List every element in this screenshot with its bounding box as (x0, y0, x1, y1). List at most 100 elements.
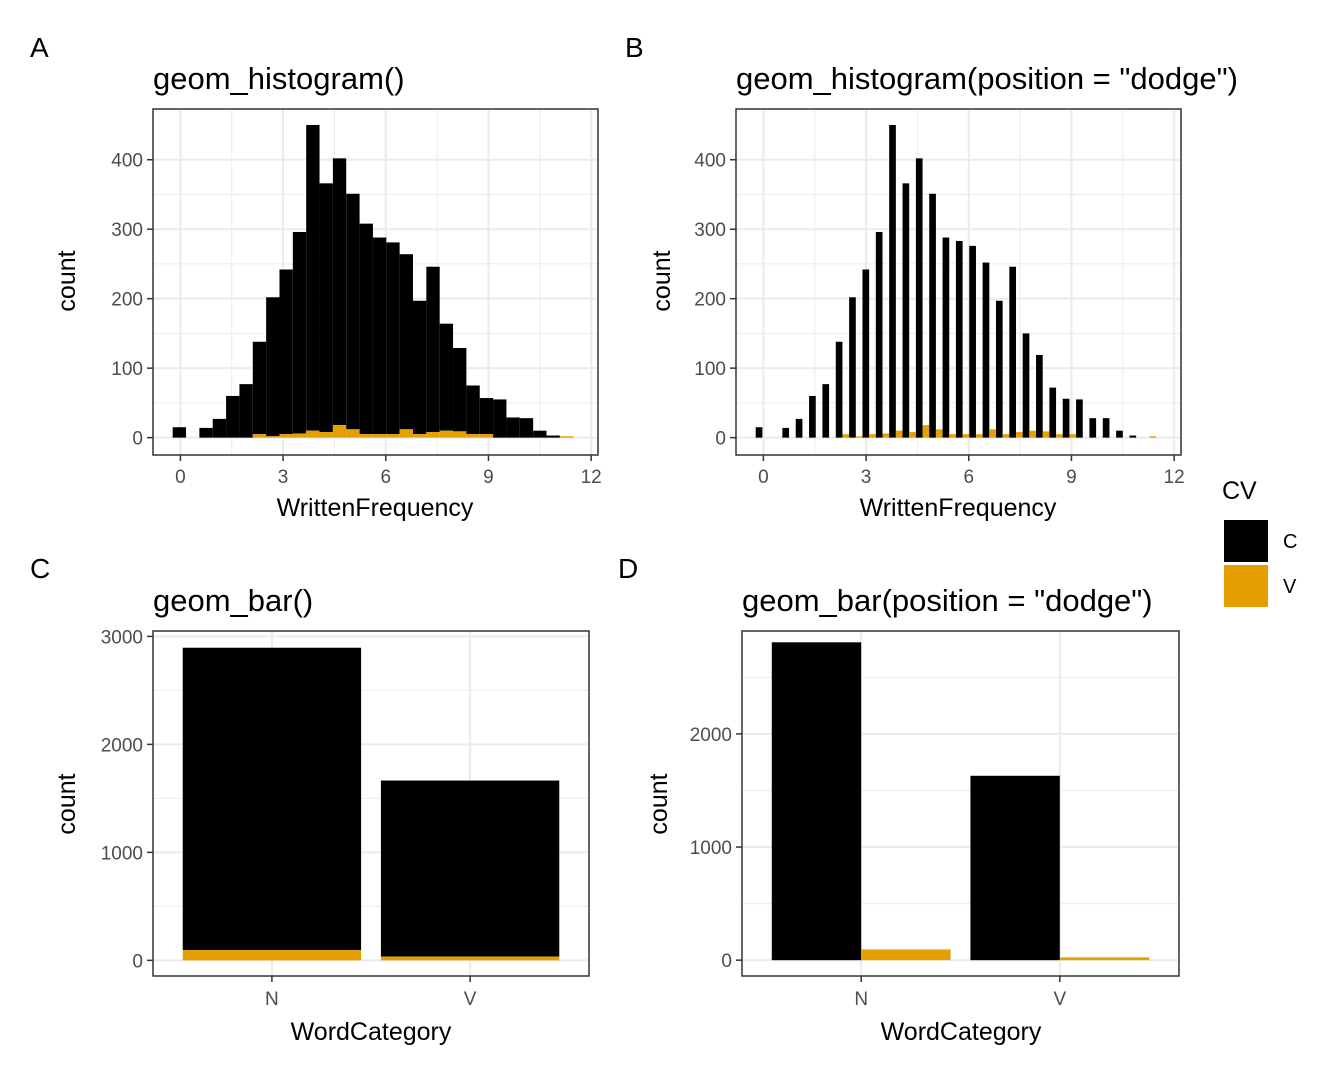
histogram-bar-c (1062, 398, 1070, 438)
histogram-bar-v (1056, 434, 1063, 438)
histogram-bar-c (346, 193, 360, 430)
histogram-bar-c (1129, 435, 1137, 438)
histogram-bar-v (895, 430, 903, 438)
histogram-bar-c (453, 348, 467, 432)
histogram-bar-v (989, 429, 996, 438)
histogram-bar-c (519, 418, 534, 438)
histogram-bar-v (935, 429, 943, 438)
histogram-bar-v (439, 430, 454, 438)
histogram-bar-v (909, 432, 916, 438)
histogram-bar-v (466, 434, 480, 438)
histogram-bar-v (1069, 434, 1077, 438)
histogram-bar-c (795, 418, 803, 438)
histogram-bar-v (453, 431, 467, 438)
legend-title: CV (1222, 477, 1257, 505)
panel-d-x-axis-title: WordCategory (881, 1018, 1042, 1046)
x-tick-label: 0 (758, 467, 769, 488)
histogram-bar-c (359, 223, 373, 435)
x-tick-label: 3 (861, 467, 872, 488)
histogram-bar-c (849, 297, 856, 438)
histogram-bar-c (386, 242, 400, 435)
x-tick-label: 9 (1066, 467, 1077, 488)
histogram-bar-c (875, 231, 883, 438)
histogram-bar-c (1076, 399, 1083, 438)
y-tick-label: 1000 (101, 843, 143, 864)
histogram-bar-v (869, 434, 876, 438)
panel-a-plot-area: 0 3 6 9 12 0 100 200 300 400 (111, 108, 602, 488)
bar-c (182, 647, 362, 951)
histogram-bar-c (426, 266, 440, 433)
panel-b-title: geom_histogram(position = "dodge") (736, 61, 1238, 96)
bar-v (380, 956, 560, 961)
histogram-bar-c (915, 158, 923, 438)
histogram-bar-v (252, 434, 267, 438)
histogram-bar-c (1089, 418, 1097, 438)
histogram-bar-c (212, 418, 227, 438)
y-tick-label: 0 (721, 951, 732, 972)
x-tick-label: 6 (963, 467, 974, 488)
panel-border (735, 108, 1182, 456)
panel-d-title: geom_bar(position = "dodge") (742, 583, 1153, 618)
panel-border (152, 630, 590, 977)
histogram-bar-c (1049, 387, 1057, 438)
x-tick-label: N (854, 989, 868, 1010)
histogram-bar-c (1022, 333, 1030, 438)
histogram-bar-v (882, 433, 890, 438)
panel-c-title: geom_bar() (153, 583, 313, 618)
histogram-bar-c (479, 398, 494, 435)
histogram-bar-v (306, 430, 320, 438)
panel-b-plot-area: 0 3 6 9 12 0 100 200 300 400 (694, 108, 1185, 488)
panel-c-x-axis-title: WordCategory (291, 1018, 452, 1046)
histogram-bar-v (292, 433, 307, 438)
histogram-bar-c (292, 231, 307, 434)
y-tick-label: 400 (694, 151, 726, 172)
panel-c-y-axis-title: count (53, 773, 81, 834)
y-tick-label: 2000 (690, 725, 732, 746)
histogram-bar-v (842, 434, 850, 438)
panel-a-x-axis-title: WrittenFrequency (277, 494, 474, 522)
y-tick-label: 0 (132, 951, 143, 972)
panel-a-title: geom_histogram() (153, 61, 405, 96)
panel-d-y-axis-title: count (645, 773, 673, 834)
x-tick-label: 6 (380, 467, 391, 488)
histogram-bar-v (399, 429, 413, 438)
histogram-bar-c (493, 399, 507, 438)
y-tick-label: 200 (694, 290, 726, 311)
x-tick-label: 12 (1164, 467, 1185, 488)
histogram-bar-c (1009, 266, 1017, 438)
bar-v (861, 949, 951, 961)
legend-label-v: V (1283, 576, 1297, 598)
panel-b-tag: B (625, 32, 644, 63)
legend-key-v (1224, 565, 1268, 607)
panel-b-x-axis-title: WrittenFrequency (860, 494, 1057, 522)
panel-d-tag: D (618, 553, 638, 584)
histogram-bar-v (559, 436, 574, 438)
histogram-bar-c (782, 427, 790, 438)
x-tick-label: 3 (278, 467, 289, 488)
histogram-bar-c (226, 395, 240, 438)
histogram-bar-v (426, 432, 440, 438)
histogram-bar-c (809, 395, 816, 438)
y-tick-label: 200 (111, 290, 143, 311)
x-tick-label: V (464, 989, 477, 1010)
histogram-bar-c (1102, 418, 1110, 438)
histogram-bar-v (266, 436, 280, 438)
histogram-bar-c (969, 245, 976, 438)
x-tick-label: 9 (483, 467, 494, 488)
histogram-bar-c (822, 384, 830, 438)
y-tick-label: 2000 (101, 735, 143, 756)
histogram-bar-v (386, 434, 400, 438)
histogram-bar-v (319, 432, 333, 438)
bar-c (970, 775, 1060, 961)
histogram-bar-c (412, 300, 427, 435)
x-tick-label: N (265, 989, 279, 1010)
histogram-bar-c (319, 183, 333, 433)
legend: CV C V (1222, 477, 1297, 607)
histogram-bar-c (862, 269, 870, 438)
histogram-bar-c (306, 124, 320, 431)
y-tick-label: 100 (111, 359, 143, 380)
histogram-bar-c (929, 193, 936, 438)
histogram-bar-c (506, 417, 520, 438)
bar-c (771, 642, 862, 961)
y-tick-label: 1000 (690, 838, 732, 859)
